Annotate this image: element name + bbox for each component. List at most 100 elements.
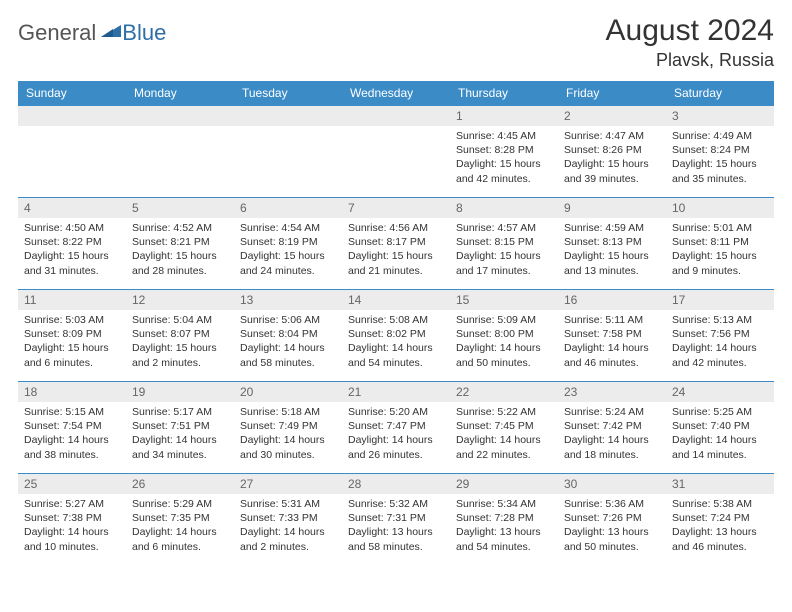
day-number: 13 [234,290,342,310]
day-body [234,126,342,133]
day-body: Sunrise: 5:34 AMSunset: 7:28 PMDaylight:… [450,494,558,558]
calendar-cell [18,106,126,198]
day-number: 4 [18,198,126,218]
day-number: 26 [126,474,234,494]
day-body: Sunrise: 5:13 AMSunset: 7:56 PMDaylight:… [666,310,774,374]
calendar-row: 18Sunrise: 5:15 AMSunset: 7:54 PMDayligh… [18,382,774,474]
calendar-cell: 3Sunrise: 4:49 AMSunset: 8:24 PMDaylight… [666,106,774,198]
day-number: 8 [450,198,558,218]
day-number [126,106,234,126]
day-body: Sunrise: 4:52 AMSunset: 8:21 PMDaylight:… [126,218,234,282]
day-body: Sunrise: 5:27 AMSunset: 7:38 PMDaylight:… [18,494,126,558]
calendar-cell: 27Sunrise: 5:31 AMSunset: 7:33 PMDayligh… [234,474,342,566]
calendar-row: 1Sunrise: 4:45 AMSunset: 8:28 PMDaylight… [18,106,774,198]
weekday-header: Thursday [450,81,558,106]
day-body [18,126,126,133]
calendar-row: 4Sunrise: 4:50 AMSunset: 8:22 PMDaylight… [18,198,774,290]
page-subtitle: Plavsk, Russia [606,50,774,71]
day-body: Sunrise: 4:47 AMSunset: 8:26 PMDaylight:… [558,126,666,190]
day-number: 10 [666,198,774,218]
calendar-cell: 15Sunrise: 5:09 AMSunset: 8:00 PMDayligh… [450,290,558,382]
day-number: 5 [126,198,234,218]
calendar-cell: 1Sunrise: 4:45 AMSunset: 8:28 PMDaylight… [450,106,558,198]
calendar-cell: 13Sunrise: 5:06 AMSunset: 8:04 PMDayligh… [234,290,342,382]
calendar-row: 25Sunrise: 5:27 AMSunset: 7:38 PMDayligh… [18,474,774,566]
calendar-cell: 23Sunrise: 5:24 AMSunset: 7:42 PMDayligh… [558,382,666,474]
day-number: 14 [342,290,450,310]
day-body: Sunrise: 5:01 AMSunset: 8:11 PMDaylight:… [666,218,774,282]
weekday-header: Tuesday [234,81,342,106]
weekday-header: Monday [126,81,234,106]
calendar-cell: 22Sunrise: 5:22 AMSunset: 7:45 PMDayligh… [450,382,558,474]
day-number [234,106,342,126]
day-body [342,126,450,133]
calendar-cell: 20Sunrise: 5:18 AMSunset: 7:49 PMDayligh… [234,382,342,474]
day-body: Sunrise: 5:32 AMSunset: 7:31 PMDaylight:… [342,494,450,558]
day-body: Sunrise: 5:38 AMSunset: 7:24 PMDaylight:… [666,494,774,558]
day-number: 30 [558,474,666,494]
calendar-cell: 7Sunrise: 4:56 AMSunset: 8:17 PMDaylight… [342,198,450,290]
day-number [342,106,450,126]
day-number: 2 [558,106,666,126]
weekday-header: Friday [558,81,666,106]
day-number: 31 [666,474,774,494]
day-body: Sunrise: 4:56 AMSunset: 8:17 PMDaylight:… [342,218,450,282]
logo-mark-icon [101,21,121,42]
day-number: 24 [666,382,774,402]
logo-text-general: General [18,20,96,46]
day-body: Sunrise: 4:59 AMSunset: 8:13 PMDaylight:… [558,218,666,282]
day-number: 19 [126,382,234,402]
weekday-header: Wednesday [342,81,450,106]
calendar-cell [234,106,342,198]
day-body: Sunrise: 5:31 AMSunset: 7:33 PMDaylight:… [234,494,342,558]
day-number: 21 [342,382,450,402]
calendar-cell [126,106,234,198]
calendar-cell: 29Sunrise: 5:34 AMSunset: 7:28 PMDayligh… [450,474,558,566]
logo-text-blue: Blue [122,20,166,46]
day-body: Sunrise: 4:54 AMSunset: 8:19 PMDaylight:… [234,218,342,282]
day-number: 27 [234,474,342,494]
calendar-cell: 24Sunrise: 5:25 AMSunset: 7:40 PMDayligh… [666,382,774,474]
calendar-cell: 2Sunrise: 4:47 AMSunset: 8:26 PMDaylight… [558,106,666,198]
day-number: 12 [126,290,234,310]
day-number: 18 [18,382,126,402]
day-body: Sunrise: 5:24 AMSunset: 7:42 PMDaylight:… [558,402,666,466]
day-number: 7 [342,198,450,218]
day-body: Sunrise: 5:03 AMSunset: 8:09 PMDaylight:… [18,310,126,374]
day-number: 11 [18,290,126,310]
calendar-cell: 17Sunrise: 5:13 AMSunset: 7:56 PMDayligh… [666,290,774,382]
day-number: 20 [234,382,342,402]
day-number: 29 [450,474,558,494]
day-number: 16 [558,290,666,310]
day-body: Sunrise: 4:45 AMSunset: 8:28 PMDaylight:… [450,126,558,190]
day-body: Sunrise: 5:22 AMSunset: 7:45 PMDaylight:… [450,402,558,466]
calendar-cell: 6Sunrise: 4:54 AMSunset: 8:19 PMDaylight… [234,198,342,290]
day-body [126,126,234,133]
calendar-cell: 25Sunrise: 5:27 AMSunset: 7:38 PMDayligh… [18,474,126,566]
day-body: Sunrise: 5:18 AMSunset: 7:49 PMDaylight:… [234,402,342,466]
calendar-row: 11Sunrise: 5:03 AMSunset: 8:09 PMDayligh… [18,290,774,382]
calendar-cell: 10Sunrise: 5:01 AMSunset: 8:11 PMDayligh… [666,198,774,290]
day-body: Sunrise: 5:11 AMSunset: 7:58 PMDaylight:… [558,310,666,374]
calendar-cell: 30Sunrise: 5:36 AMSunset: 7:26 PMDayligh… [558,474,666,566]
day-body: Sunrise: 5:04 AMSunset: 8:07 PMDaylight:… [126,310,234,374]
calendar-cell: 21Sunrise: 5:20 AMSunset: 7:47 PMDayligh… [342,382,450,474]
weekday-header-row: SundayMondayTuesdayWednesdayThursdayFrid… [18,81,774,106]
page-title: August 2024 [606,14,774,48]
day-body: Sunrise: 5:09 AMSunset: 8:00 PMDaylight:… [450,310,558,374]
weekday-header: Saturday [666,81,774,106]
calendar-cell: 31Sunrise: 5:38 AMSunset: 7:24 PMDayligh… [666,474,774,566]
weekday-header: Sunday [18,81,126,106]
day-number: 6 [234,198,342,218]
day-number: 3 [666,106,774,126]
day-number [18,106,126,126]
calendar-cell: 9Sunrise: 4:59 AMSunset: 8:13 PMDaylight… [558,198,666,290]
day-body: Sunrise: 5:15 AMSunset: 7:54 PMDaylight:… [18,402,126,466]
title-block: August 2024 Plavsk, Russia [606,14,774,71]
logo: General Blue [18,20,166,46]
day-body: Sunrise: 4:57 AMSunset: 8:15 PMDaylight:… [450,218,558,282]
day-body: Sunrise: 5:06 AMSunset: 8:04 PMDaylight:… [234,310,342,374]
day-number: 15 [450,290,558,310]
day-number: 28 [342,474,450,494]
day-body: Sunrise: 4:50 AMSunset: 8:22 PMDaylight:… [18,218,126,282]
